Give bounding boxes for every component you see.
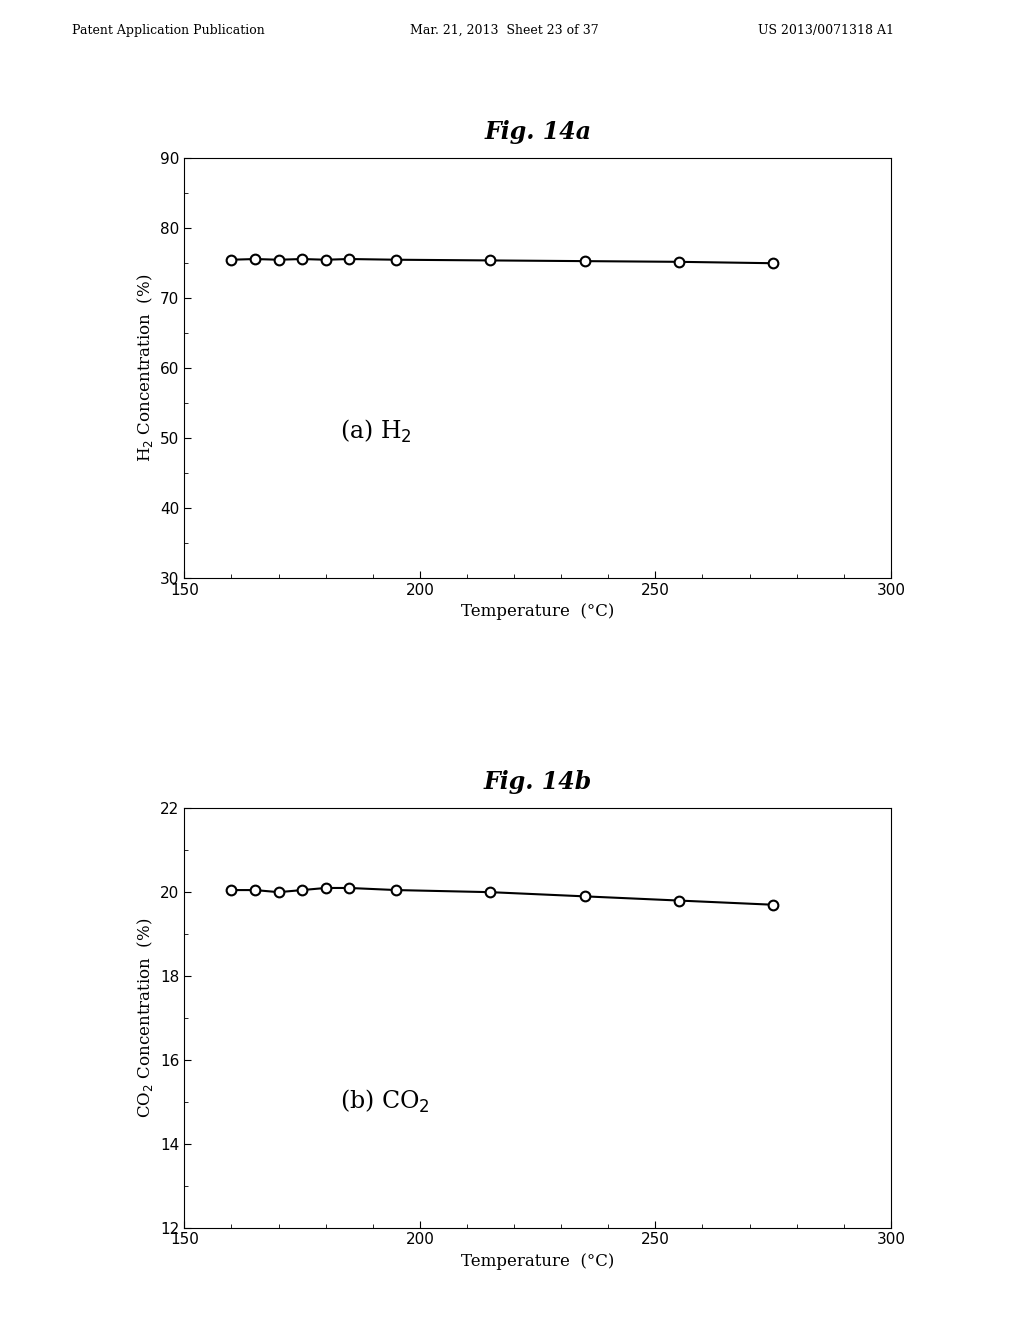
Text: Mar. 21, 2013  Sheet 23 of 37: Mar. 21, 2013 Sheet 23 of 37 [410, 24, 598, 37]
Text: US 2013/0071318 A1: US 2013/0071318 A1 [758, 24, 894, 37]
Title: Fig. 14a: Fig. 14a [484, 120, 591, 144]
Y-axis label: H$_2$ Concentration  (%): H$_2$ Concentration (%) [134, 273, 155, 462]
Text: (a) H$_2$: (a) H$_2$ [340, 417, 412, 445]
Text: Patent Application Publication: Patent Application Publication [72, 24, 264, 37]
Text: (b) CO$_2$: (b) CO$_2$ [340, 1088, 429, 1115]
X-axis label: Temperature  (°C): Temperature (°C) [461, 603, 614, 620]
Y-axis label: CO$_2$ Concentration  (%): CO$_2$ Concentration (%) [134, 917, 155, 1118]
X-axis label: Temperature  (°C): Temperature (°C) [461, 1253, 614, 1270]
Title: Fig. 14b: Fig. 14b [483, 770, 592, 793]
